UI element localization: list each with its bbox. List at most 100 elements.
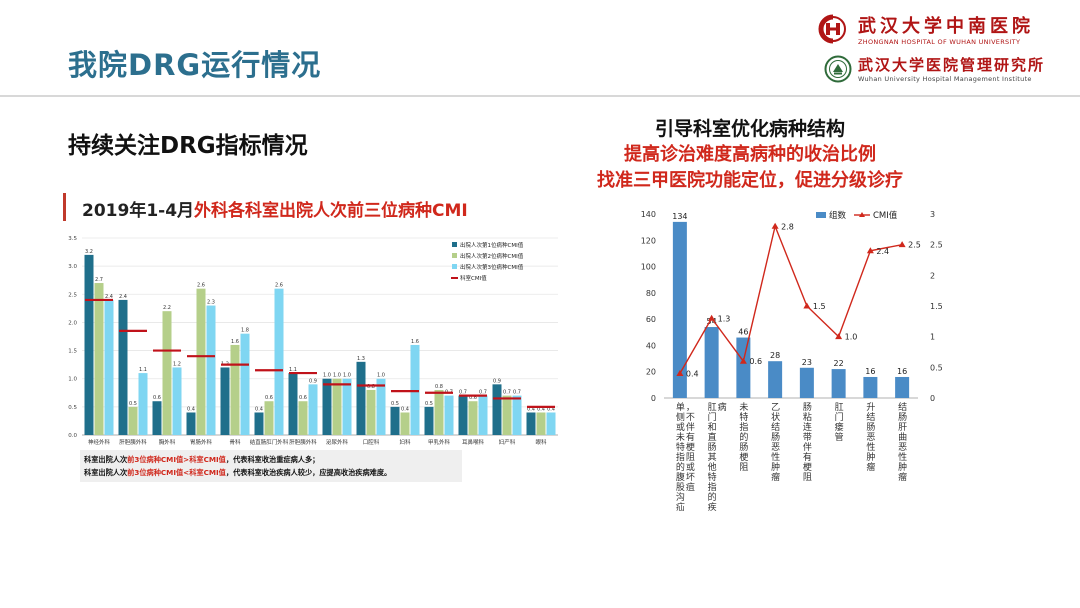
right-bar-value-label: 54 xyxy=(707,317,717,326)
left-bar-s3 xyxy=(410,344,420,435)
left-bar-value-label: 2.6 xyxy=(275,283,283,289)
left-bar-s3 xyxy=(444,395,454,435)
right-bar-value-label: 46 xyxy=(738,328,748,337)
title-divider xyxy=(0,95,1080,97)
right-bar-count xyxy=(768,361,783,398)
right-bar-count xyxy=(863,376,878,398)
note-line-1-b: 前3位病种CMI值>科室CMI值 xyxy=(127,455,226,464)
left-category-label: 口腔科 xyxy=(363,438,380,446)
right-y2-tick-label: 0.5 xyxy=(930,363,943,372)
left-bar-s2 xyxy=(230,344,240,435)
left-bar-value-label: 2.2 xyxy=(163,305,171,311)
left-bar-value-label: 1.6 xyxy=(231,339,239,345)
right-bar-value-label: 28 xyxy=(770,351,780,360)
right-category-label: 肠粘连带伴有梗阻 xyxy=(803,402,812,483)
left-bar-value-label: 0.4 xyxy=(401,406,409,412)
left-bar-s2 xyxy=(434,389,444,435)
left-bar-s3 xyxy=(512,395,522,435)
left-bar-value-label: 0.4 xyxy=(547,406,555,412)
right-y-tick-label: 120 xyxy=(641,236,656,245)
right-legend-label: 组数 xyxy=(829,210,847,221)
left-bar-value-label: 0.6 xyxy=(299,395,307,401)
left-bar-value-label: 1.0 xyxy=(343,373,351,379)
left-bar-s1 xyxy=(84,254,94,435)
left-bar-value-label: 1.0 xyxy=(323,373,331,379)
left-y-tick-label: 2.0 xyxy=(68,320,77,326)
left-bar-value-label: 0.5 xyxy=(129,401,137,407)
hospital-name-en: ZHONGNAN HOSPITAL OF WUHAN UNIVERSITY xyxy=(858,38,1021,46)
right-bar-count xyxy=(672,221,687,398)
left-heading-marker xyxy=(63,193,66,221)
left-bar-s2 xyxy=(264,401,274,435)
right-bar-value-label: 22 xyxy=(834,359,844,368)
left-category-label: 肝胆胰外科 xyxy=(289,438,317,446)
left-bar-s3 xyxy=(274,288,284,435)
left-legend-label: 出院人次第3位病种CMI值 xyxy=(460,263,524,271)
left-legend-swatch xyxy=(452,242,457,247)
right-disease-structure-chart: 0 20 40 60 80 100 120 140 0 0.5 1 1.5 2 2.5 3 134 单侧或未特指… xyxy=(641,210,943,513)
left-bar-value-label: 1.2 xyxy=(173,361,181,367)
left-category-label: 耳鼻喉科 xyxy=(462,438,485,446)
left-bar-s3 xyxy=(172,367,182,435)
note-line-2-c: ，代表科室收治疾病人较少，应提高收治疾病难度。 xyxy=(225,468,392,477)
left-bar-value-label: 2.4 xyxy=(105,294,113,300)
left-bar-value-label: 2.7 xyxy=(95,277,103,283)
right-y2-tick-label: 0 xyxy=(930,394,935,403)
left-bar-s3 xyxy=(104,299,114,435)
right-category-label: 单侧或未特指的腹股沟疝，不伴有梗阻或坏疽 xyxy=(676,401,695,513)
right-bar-count xyxy=(831,369,846,398)
left-bar-value-label: 2.6 xyxy=(197,283,205,289)
left-bar-s2 xyxy=(128,406,138,435)
right-y-tick-label: 80 xyxy=(646,289,656,298)
left-bar-value-label: 0.4 xyxy=(187,406,195,412)
left-heading-subject: 外科各科室出院人次前三位病种CMI xyxy=(194,201,468,221)
right-legend-bar-swatch xyxy=(816,212,826,218)
left-bar-s2 xyxy=(502,395,512,435)
left-category-label: 肝胆胰外科 xyxy=(119,438,147,446)
right-cmi-point xyxy=(898,241,906,248)
left-y-tick-label: 1.0 xyxy=(68,377,77,383)
left-bar-s1 xyxy=(220,367,230,435)
left-bar-s3 xyxy=(546,412,556,435)
right-cmi-value-label: 0.6 xyxy=(749,357,762,366)
left-category-label: 妇产科 xyxy=(499,438,516,446)
left-legend-label: 科室CMI值 xyxy=(460,274,487,282)
right-bar-value-label: 16 xyxy=(897,367,907,376)
left-bar-value-label: 1.0 xyxy=(377,373,385,379)
left-bar-s2 xyxy=(400,412,410,435)
left-cmi-bar-chart: 0.0 0.5 1.0 1.5 2.0 2.5 3.0 3.5 3.2 2.7 2.4 神经外科 2.4… xyxy=(60,230,560,452)
left-bar-s2 xyxy=(298,401,308,435)
left-bar-value-label: 0.7 xyxy=(503,390,511,396)
right-cmi-point xyxy=(708,314,716,321)
right-cmi-value-label: 2.4 xyxy=(876,247,889,256)
left-legend-label: 出院人次第1位病种CMI值 xyxy=(460,241,524,249)
left-category-label: 骨科 xyxy=(229,438,241,446)
right-bar-value-label: 134 xyxy=(672,212,687,221)
left-bar-s1 xyxy=(390,406,400,435)
note-line-2-b: 前3位病种CMI值<科室CMI值 xyxy=(127,468,226,477)
note-line-2-a: 科室出院人次 xyxy=(84,468,128,477)
zhongnan-hospital-logo-icon xyxy=(818,14,846,44)
left-bar-value-label: 0.9 xyxy=(493,378,501,384)
right-cmi-value-label: 2.8 xyxy=(781,222,794,231)
left-bar-value-label: 1.6 xyxy=(411,339,419,345)
left-bar-s3 xyxy=(206,305,216,435)
right-cmi-point xyxy=(771,222,779,229)
right-category-label: 肛门和直肠其他特指的疾病 xyxy=(708,401,727,513)
left-bar-s1 xyxy=(458,395,468,435)
right-legend-marker-swatch xyxy=(859,212,865,217)
left-y-tick-label: 1.5 xyxy=(68,349,77,355)
left-y-tick-label: 0.5 xyxy=(68,405,77,411)
left-bar-value-label: 0.5 xyxy=(425,401,433,407)
left-bar-s1 xyxy=(288,373,298,435)
wuhan-university-emblem-icon xyxy=(824,55,852,82)
note-line-1-a: 科室出院人次 xyxy=(84,455,128,464)
left-category-label: 泌尿外科 xyxy=(326,438,349,446)
note-line-1: 科室出院人次前3位病种CMI值>科室CMI值，代表科室收治重症病人多； xyxy=(84,455,319,465)
left-category-label: 眼科 xyxy=(535,438,547,446)
left-bar-value-label: 1.0 xyxy=(333,373,341,379)
left-y-tick-label: 3.0 xyxy=(68,264,77,270)
left-bar-value-label: 0.4 xyxy=(255,406,263,412)
left-bar-s2 xyxy=(536,412,546,435)
left-bar-value-label: 0.4 xyxy=(537,406,545,412)
